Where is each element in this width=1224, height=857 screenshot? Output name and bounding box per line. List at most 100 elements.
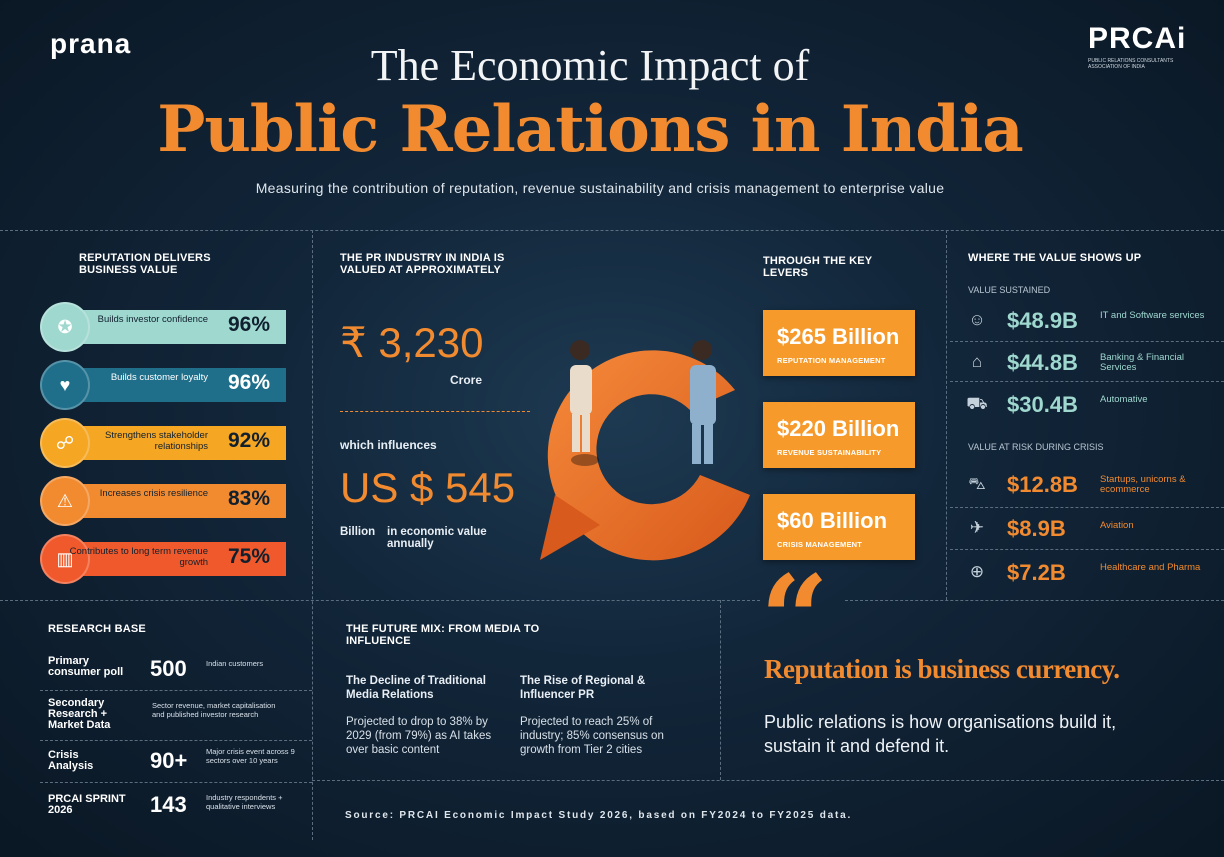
future-col2-text: Projected to reach 25% of industry; 85% … xyxy=(520,716,664,756)
prcai-logo-subtext: PUBLIC RELATIONS CONSULTANTS ASSOCIATION… xyxy=(1088,58,1174,70)
reputation-value: 92% xyxy=(227,429,270,452)
research-num: 143 xyxy=(150,792,187,817)
reputation-value: 96% xyxy=(227,371,270,394)
future-heading: THE FUTURE MIX: FROM MEDIA TO INFLUENCE xyxy=(346,623,540,647)
risk-row: ⊕ $7.2B Healthcare and Pharma xyxy=(965,554,1220,596)
growth-icon: ▥ xyxy=(40,534,90,584)
health-icon: ⊕ xyxy=(969,562,985,581)
risk-label: Healthcare and Pharma xyxy=(1100,562,1201,573)
research-desc: Indian customers xyxy=(206,659,264,668)
sustained-row: ⌂ $44.8B Banking & Financial Services xyxy=(965,344,1220,386)
econ-value: US $ 545 xyxy=(340,464,516,511)
econ-unit: Billion xyxy=(340,526,376,538)
sustained-heading: VALUE SUSTAINED xyxy=(968,285,1051,295)
divider-middle-left xyxy=(0,600,760,601)
reputation-item: ☍ Strengthens stakeholder relationships … xyxy=(40,418,286,468)
row-divider xyxy=(950,381,1224,382)
prana-logo: prana xyxy=(50,28,132,59)
risk-label: Startups, unicorns & ecommerce xyxy=(1100,474,1186,495)
divider-bottom xyxy=(312,780,1224,781)
lever-card: $220 Billion REVENUE SUSTAINABILITY xyxy=(763,402,915,468)
reputation-item: ⚠ Increases crisis resilience 83% xyxy=(40,476,286,526)
levers-heading: THROUGH THE KEY LEVERS xyxy=(763,255,873,279)
industry-heading: THE PR INDUSTRY IN INDIA IS VALUED AT AP… xyxy=(340,252,505,276)
sustained-label: IT and Software services xyxy=(1100,310,1205,321)
industry-unit: Crore xyxy=(450,373,483,387)
row-divider xyxy=(950,507,1224,508)
value-heading: WHERE THE VALUE SHOWS UP xyxy=(968,252,1142,264)
lever-value: $220 Billion xyxy=(777,416,900,441)
quote-headline: Reputation is business currency. xyxy=(764,654,1120,684)
divider-col-future xyxy=(720,600,721,780)
research-key: PRCAI SPRINT 2026 xyxy=(48,793,126,816)
influences-label: which influences xyxy=(340,438,437,452)
lever-value: $265 Billion xyxy=(777,324,900,349)
lever-label: REVENUE SUSTAINABILITY xyxy=(777,448,882,457)
person-right xyxy=(690,365,716,425)
row-divider xyxy=(40,690,312,691)
reputation-value: 75% xyxy=(227,545,270,568)
research-desc: Sector revenue, market capitalisation an… xyxy=(152,701,276,719)
people-icon: ☺ xyxy=(968,310,986,329)
research-key: Crisis Analysis xyxy=(48,749,94,772)
resilience-icon: ⚠ xyxy=(40,476,90,526)
reputation-label: Contributes to long term revenue growth xyxy=(69,546,208,568)
research-num: 90+ xyxy=(150,748,188,773)
quote-mark: “ xyxy=(760,549,830,690)
bank-icon: ⌂ xyxy=(971,352,983,371)
risk-label: Aviation xyxy=(1100,520,1134,531)
reputation-label: Strengthens stakeholder relationships xyxy=(105,430,208,452)
row-divider xyxy=(40,782,312,783)
research-num: 500 xyxy=(150,656,187,681)
reputation-item: ▥ Contributes to long term revenue growt… xyxy=(40,534,286,584)
future-col1-text: Projected to drop to 38% by 2029 (from 7… xyxy=(346,716,492,756)
industry-value: ₹ 3,230 xyxy=(340,319,484,366)
quote-body: Public relations is how organisations bu… xyxy=(764,712,1117,756)
row-divider xyxy=(40,740,312,741)
divider-top xyxy=(0,230,1224,231)
lever-value: $60 Billion xyxy=(777,508,888,533)
row-divider xyxy=(950,341,1224,342)
car-icon: ⛟ xyxy=(966,394,988,413)
future-col2-title: The Rise of Regional & Influencer PR xyxy=(520,675,646,701)
reputation-heading: REPUTATION DELIVERS BUSINESS VALUE xyxy=(79,252,211,276)
sustained-amount: $48.9B xyxy=(1007,308,1078,333)
title-line-1: The Economic Impact of xyxy=(370,41,810,90)
sustained-row: ⛟ $30.4B Automative xyxy=(965,386,1220,428)
title-line-2: Public Relations in India xyxy=(157,92,1024,167)
reputation-item: ✪ Builds investor confidence 96% xyxy=(40,302,286,352)
cart-icon: ⛍ xyxy=(968,474,986,493)
lever-card: $60 Billion CRISIS MANAGEMENT xyxy=(763,494,915,560)
risk-heading: VALUE AT RISK DURING CRISIS xyxy=(968,442,1104,452)
subtitle: Measuring the contribution of reputation… xyxy=(255,180,945,196)
row-divider xyxy=(950,549,1224,550)
future-col1-title: The Decline of Traditional Media Relatio… xyxy=(346,675,486,701)
reputation-label: Builds investor confidence xyxy=(97,314,208,325)
person-left xyxy=(570,365,592,415)
lever-label: REPUTATION MANAGEMENT xyxy=(777,356,886,365)
reputation-value: 83% xyxy=(227,487,270,510)
econ-desc: in economic value annually xyxy=(387,526,487,550)
risk-row: ⛍ $12.8B Startups, unicorns & ecommerce xyxy=(965,466,1220,508)
handshake-icon: ☍ xyxy=(40,418,90,468)
divider-col-3 xyxy=(946,230,947,600)
divider-col-1 xyxy=(312,230,313,840)
prcai-logo: PRCAi xyxy=(1088,22,1187,55)
speech-bubble-graphic xyxy=(540,340,750,561)
lever-label: CRISIS MANAGEMENT xyxy=(777,540,863,549)
sustained-amount: $30.4B xyxy=(1007,392,1078,417)
research-key: Secondary Research + Market Data xyxy=(48,697,111,731)
sustained-label: Automative xyxy=(1100,394,1148,405)
risk-amount: $7.2B xyxy=(1007,560,1066,585)
risk-row: ✈ $8.9B Aviation xyxy=(965,510,1220,552)
lever-card: $265 Billion REPUTATION MANAGEMENT xyxy=(763,310,915,376)
bubble-tail xyxy=(540,495,600,560)
divider-middle-right xyxy=(845,600,1224,601)
research-key: Primary consumer poll xyxy=(48,655,124,678)
research-heading: RESEARCH BASE xyxy=(48,623,146,635)
loyalty-icon: ♥ xyxy=(40,360,90,410)
reputation-label: Increases crisis resilience xyxy=(99,488,208,499)
reputation-item: ♥ Builds customer loyalty 96% xyxy=(40,360,286,410)
risk-amount: $8.9B xyxy=(1007,516,1066,541)
reputation-value: 96% xyxy=(227,313,270,336)
